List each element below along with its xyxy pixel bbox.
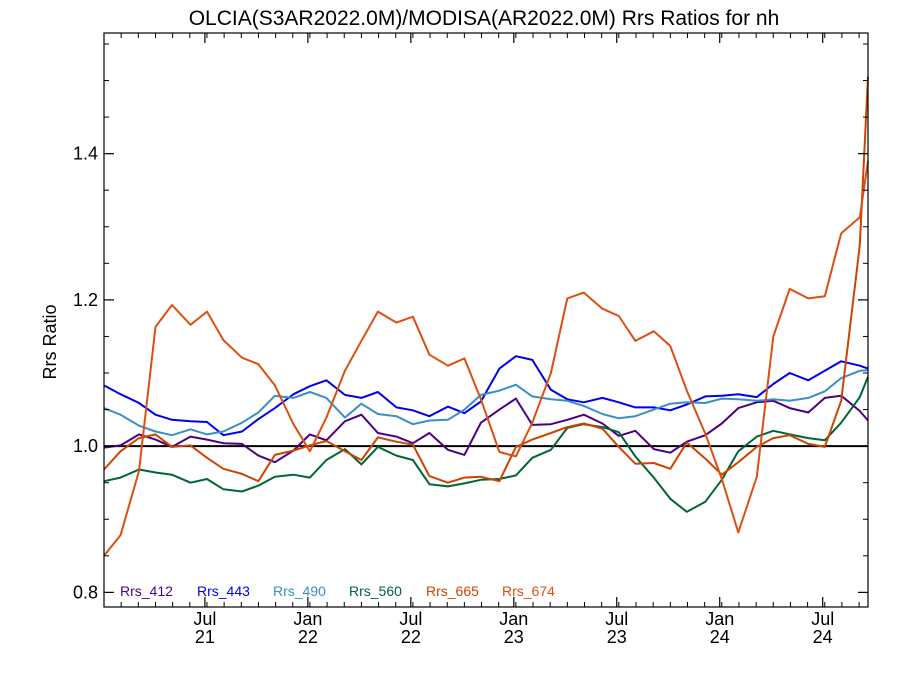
series-line-rrs-490	[103, 369, 869, 437]
y-tick-label: 1.0	[73, 436, 98, 456]
x-tick-label-month: Jan	[499, 609, 528, 629]
x-tick-label-month: Jul	[193, 609, 216, 629]
series-line-rrs-412	[103, 394, 869, 464]
y-tick-label: 1.4	[73, 144, 98, 164]
series-line-rrs-674	[103, 160, 869, 557]
legend-entry-rrs-560: Rrs_560	[349, 583, 402, 599]
series-layer	[103, 76, 869, 557]
x-tick-label-month: Jul	[811, 609, 834, 629]
legend-entry-rrs-490: Rrs_490	[273, 583, 326, 599]
chart-title: OLCIA(S3AR2022.0M)/MODISA(AR2022.0M) Rrs…	[189, 7, 780, 30]
legend-entry-rrs-665: Rrs_665	[426, 583, 479, 599]
axes: 0.81.01.21.4Jul21Jan22Jul22Jan23Jul23Jan…	[73, 32, 869, 647]
series-line-rrs-665	[103, 76, 869, 484]
legend-entry-rrs-412: Rrs_412	[120, 583, 173, 599]
legend-entry-rrs-674: Rrs_674	[502, 583, 555, 599]
x-tick-label-year: 23	[607, 627, 627, 647]
x-tick-label-month: Jul	[605, 609, 628, 629]
x-tick-label-year: 24	[813, 627, 833, 647]
x-tick-label-year: 22	[401, 627, 421, 647]
x-tick-label-month: Jan	[293, 609, 322, 629]
x-tick-label-month: Jan	[705, 609, 734, 629]
plot-frame	[103, 32, 869, 608]
x-tick-label-month: Jul	[399, 609, 422, 629]
legend: Rrs_412 Rrs_443 Rrs_490 Rrs_560 Rrs_665 Rrs_6…	[120, 583, 555, 599]
series-line-rrs-443	[103, 355, 869, 437]
legend-entry-rrs-443: Rrs_443	[197, 583, 250, 599]
y-tick-label: 1.2	[73, 290, 98, 310]
x-tick-label-year: 21	[195, 627, 215, 647]
x-tick-label-year: 22	[298, 627, 318, 647]
x-tick-label-year: 24	[710, 627, 730, 647]
y-axis-label: Rrs Ratio	[40, 304, 60, 379]
y-tick-label: 0.8	[73, 582, 98, 602]
x-tick-label-year: 23	[504, 627, 524, 647]
